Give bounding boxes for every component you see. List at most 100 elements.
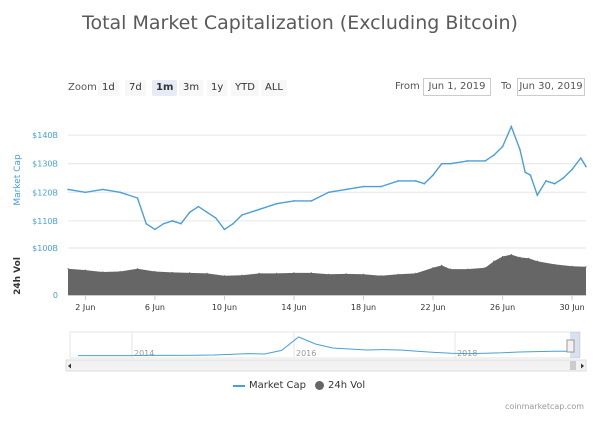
market-cap-line — [67, 124, 587, 231]
zoom-all-button[interactable]: ALL — [261, 80, 287, 96]
volume-point — [397, 273, 399, 275]
price-tick-label: $120B — [32, 188, 58, 197]
volume-tick-label: 0 — [53, 291, 58, 300]
market-cap-point — [529, 174, 532, 176]
from-date-input[interactable] — [423, 78, 491, 96]
zoom-ytd-button[interactable]: YTD — [231, 80, 259, 96]
volume-point — [241, 274, 243, 276]
navigator-handle — [566, 339, 575, 353]
volume-point — [293, 272, 295, 274]
volume-point — [554, 263, 556, 266]
market-cap-point — [380, 185, 382, 188]
x-tick-label: 26 Jun — [490, 303, 515, 312]
volume-point — [119, 270, 121, 273]
x-tick-label: 14 Jun — [281, 303, 306, 312]
market-cap-point — [275, 202, 278, 205]
zoom-1d-button[interactable]: 1d — [98, 80, 119, 96]
market-cap-point — [310, 200, 313, 202]
x-axis-ticks: 2 Jun 6 Jun 10 Jun 14 Jun 18 Jun 22 Jun 26 Jun… — [75, 295, 585, 312]
volume-axis-label: 24h Vol — [13, 257, 23, 295]
navigator-scrollbar-thumb — [570, 361, 576, 370]
zoom-label: Zoom — [68, 82, 97, 93]
grid-lines — [68, 134, 586, 222]
x-tick-label: 30 Jun — [559, 303, 584, 312]
zoom-7d-button[interactable]: 7d — [125, 80, 146, 96]
zoom-1y-button[interactable]: 1y — [207, 80, 228, 96]
volume-point — [328, 273, 330, 275]
to-date-input[interactable] — [517, 78, 585, 96]
market-cap-point — [493, 154, 495, 156]
volume-point — [206, 272, 208, 274]
legend: Market Cap 24h Vol — [0, 380, 600, 396]
market-cap-point — [501, 145, 504, 148]
market-cap-point — [67, 188, 69, 191]
market-cap-line-icon — [233, 384, 245, 387]
price-tick-label: $140B — [32, 131, 58, 140]
market-cap-point — [414, 180, 417, 182]
x-tick-label: 2 Jun — [75, 303, 95, 312]
volume-point — [441, 264, 443, 266]
volume-dot-icon — [315, 381, 324, 390]
volume-point — [571, 265, 573, 267]
market-cap-point — [206, 211, 208, 214]
market-cap-point — [524, 171, 526, 174]
volume-point — [484, 267, 486, 269]
price-tick-label: $110B — [32, 217, 58, 226]
market-cap-point — [536, 194, 539, 196]
volume-point — [345, 273, 347, 275]
market-cap-point — [345, 188, 347, 191]
x-tick-label: 6 Jun — [145, 303, 165, 312]
zoom-3m-button[interactable]: 3m — [179, 80, 204, 96]
from-label: From — [395, 81, 420, 92]
price-tick-label: $130B — [32, 160, 58, 169]
market-cap-point — [585, 165, 587, 168]
volume-point — [84, 269, 86, 271]
legend-item-volume[interactable]: 24h Vol — [315, 380, 365, 391]
market-cap-point — [223, 228, 226, 231]
volume-point — [380, 275, 382, 277]
market-cap-point — [136, 197, 139, 199]
market-cap-point — [188, 211, 191, 214]
volume-point — [102, 271, 104, 273]
market-cap-point — [84, 191, 87, 194]
volume-point — [258, 272, 260, 274]
volume-point — [362, 273, 365, 275]
navigator-year-label: 2014 — [134, 349, 154, 358]
volume-point — [510, 253, 512, 256]
volume-area — [68, 254, 586, 295]
market-cap-point — [162, 222, 165, 225]
volume-point — [154, 270, 156, 273]
navigator-frame — [69, 331, 581, 359]
volume-point — [189, 272, 191, 274]
volume-point — [67, 268, 69, 270]
market-cap-point — [101, 188, 104, 191]
chart-title: Total Market Capitalization (Excluding B… — [82, 12, 518, 34]
market-cap-points — [67, 125, 587, 231]
legend-label-market-cap: Market Cap — [249, 380, 307, 391]
legend-item-market-cap[interactable]: Market Cap — [233, 380, 306, 391]
market-cap-point — [171, 220, 174, 222]
volume-point — [519, 256, 521, 258]
navigator-scrollbar — [65, 359, 587, 372]
volume-point — [136, 268, 139, 270]
volume-point — [467, 268, 469, 270]
price-axis-label: Market Cap — [13, 154, 23, 206]
market-cap-point — [362, 185, 365, 188]
volume-point — [585, 266, 587, 268]
price-axis-ticks: $110B $120B $130B $140B — [32, 131, 58, 226]
volume-point — [171, 271, 173, 274]
market-cap-point — [562, 177, 565, 179]
volume-panel — [68, 247, 586, 296]
volume-point — [223, 275, 226, 277]
market-cap-point — [510, 125, 513, 128]
market-cap-point — [571, 168, 573, 171]
zoom-1m-button[interactable]: 1m — [152, 80, 178, 96]
market-cap-point — [423, 182, 426, 185]
credit: coinmarketcap.com — [505, 402, 584, 411]
navigator[interactable]: 2014 2016 2018 — [65, 331, 587, 372]
navigator-selection — [570, 332, 580, 358]
volume-point — [432, 267, 434, 269]
market-cap-point — [197, 205, 200, 208]
to-label: To — [501, 81, 512, 92]
chart-area: $110B $120B $130B $140B Market Cap $100B 0 2… — [13, 124, 587, 372]
